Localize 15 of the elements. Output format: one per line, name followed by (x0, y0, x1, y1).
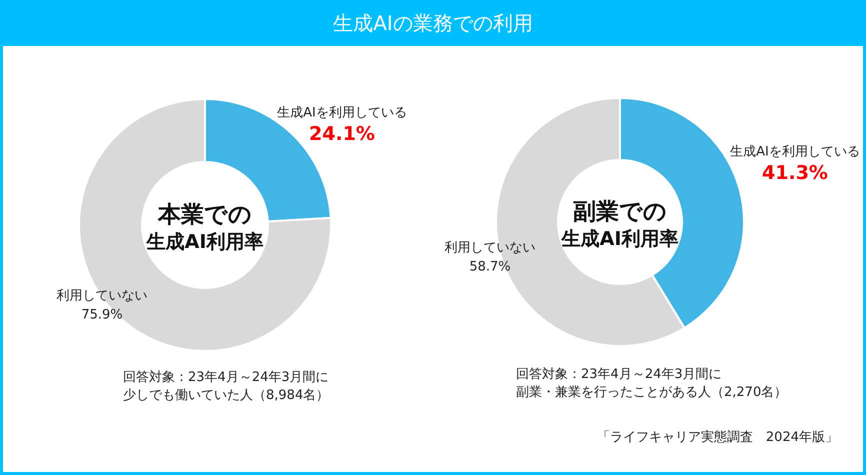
slice-label: 生成AIを利用している (730, 144, 860, 160)
header-banner: 生成AIの業務での利用 (0, 0, 866, 46)
data-label: 24.1% (309, 122, 375, 145)
data-label: 75.9% (81, 307, 123, 322)
slice-label: 生成AIを利用している (277, 105, 407, 120)
data-label: 58.7% (469, 259, 511, 274)
text: 副業での生成AI利用率 (562, 198, 678, 252)
chart-title: 生成AIの業務での利用 (333, 10, 533, 36)
text: 回答対象：23年4月～24年3月間に副業・兼業を行ったことがある人（2,270名） (516, 366, 788, 402)
slice-label: 利用していない (444, 240, 536, 256)
slice-label: 利用していない (56, 288, 148, 304)
text: 「ライフキャリア実態調査 2024年版」 (596, 429, 838, 447)
text: 回答対象：23年4月～24年3月間に少しでも働いていた人（8,984名） (123, 369, 330, 405)
text: 本業での生成AI利用率 (146, 201, 264, 255)
data-label: 41.3% (762, 162, 828, 184)
